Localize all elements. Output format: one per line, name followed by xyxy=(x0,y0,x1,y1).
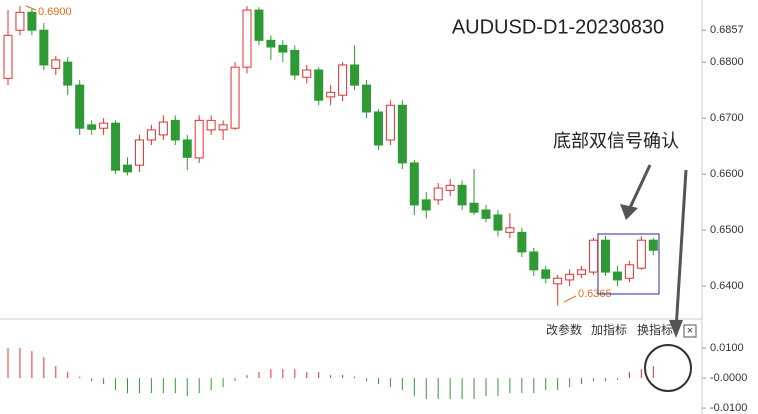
high-marker xyxy=(25,5,37,11)
candle-body xyxy=(290,49,300,76)
low-marker xyxy=(563,295,577,303)
candle-body xyxy=(158,121,168,136)
signal-note: 底部双信号确认 xyxy=(553,131,679,151)
y-tick-label: 0.6857 xyxy=(710,24,744,36)
candle-body xyxy=(111,122,121,171)
candle-body xyxy=(529,251,539,271)
low-label: 0.6365 xyxy=(578,288,612,300)
candle-body xyxy=(409,162,419,206)
candle-body xyxy=(15,11,25,31)
candle-body xyxy=(457,184,467,206)
candle-body xyxy=(433,187,443,201)
candle-body xyxy=(612,271,622,281)
candle-body xyxy=(242,9,252,68)
candle-body xyxy=(338,64,348,96)
candle-body xyxy=(51,59,61,69)
candle-body xyxy=(445,184,455,191)
candle-body xyxy=(505,227,515,233)
high-label: 0.6900 xyxy=(38,6,72,18)
button[interactable]: 换指标 xyxy=(637,322,673,337)
arrow xyxy=(674,169,688,331)
candle-body xyxy=(517,231,527,253)
candle-body xyxy=(624,264,634,279)
candle-body xyxy=(87,124,97,130)
candle-body xyxy=(601,239,610,273)
y-tick-label: 0.6600 xyxy=(710,168,744,180)
y-tick-label: -0.0000 xyxy=(710,372,747,384)
candle-body xyxy=(421,199,431,211)
candle-body xyxy=(3,34,13,79)
candle-body xyxy=(397,104,407,164)
candle-body xyxy=(326,91,336,98)
chart-title: AUDUSD-D1-20230830 xyxy=(452,16,664,38)
candle-body xyxy=(230,66,240,129)
candle-body xyxy=(146,129,156,141)
candle-body xyxy=(648,239,658,251)
highlight-circle xyxy=(644,344,692,392)
candle-body xyxy=(123,164,132,173)
candle-body xyxy=(362,84,371,113)
y-tick-label: 0.6800 xyxy=(710,56,744,68)
close-button[interactable] xyxy=(683,324,697,338)
candle-body xyxy=(266,39,276,48)
y-tick-label: 0.6500 xyxy=(710,224,744,236)
candle-body xyxy=(218,124,228,131)
candle-body xyxy=(565,273,575,281)
candle-body xyxy=(553,277,563,285)
candle-body xyxy=(170,119,180,141)
arrow xyxy=(626,164,652,213)
candle-body xyxy=(481,209,491,219)
candle-body xyxy=(577,269,587,275)
candle-body xyxy=(27,11,37,31)
candle-body xyxy=(636,239,646,269)
y-tick-label: 0.6700 xyxy=(710,112,744,124)
candle-body xyxy=(493,214,503,231)
candle-body xyxy=(469,202,479,213)
candle-body xyxy=(182,139,192,158)
candle-body xyxy=(39,29,49,66)
y-tick-label: 0.0100 xyxy=(710,342,744,354)
close-icon[interactable]: × xyxy=(687,325,693,337)
candle-body xyxy=(350,64,360,86)
candle-body xyxy=(302,69,312,78)
candle-body xyxy=(589,239,599,273)
candle-body xyxy=(385,104,395,141)
candle-body xyxy=(206,119,216,131)
candle-body xyxy=(63,61,73,86)
button[interactable]: 加指标 xyxy=(591,322,627,337)
candle-body xyxy=(314,69,324,101)
arrow-head xyxy=(669,320,683,338)
candle-body xyxy=(75,84,85,129)
candle-body xyxy=(278,44,288,53)
y-tick-label: 0.6400 xyxy=(710,280,744,292)
candle-body xyxy=(373,111,383,146)
candle-body xyxy=(254,9,264,41)
candle-body xyxy=(134,139,144,166)
candle-body xyxy=(194,119,204,159)
y-tick-label: -0.0100 xyxy=(710,402,747,414)
arrow-head xyxy=(620,204,638,220)
candle-body xyxy=(541,269,551,279)
button[interactable]: 改参数 xyxy=(546,322,582,337)
candle-body xyxy=(99,122,109,129)
